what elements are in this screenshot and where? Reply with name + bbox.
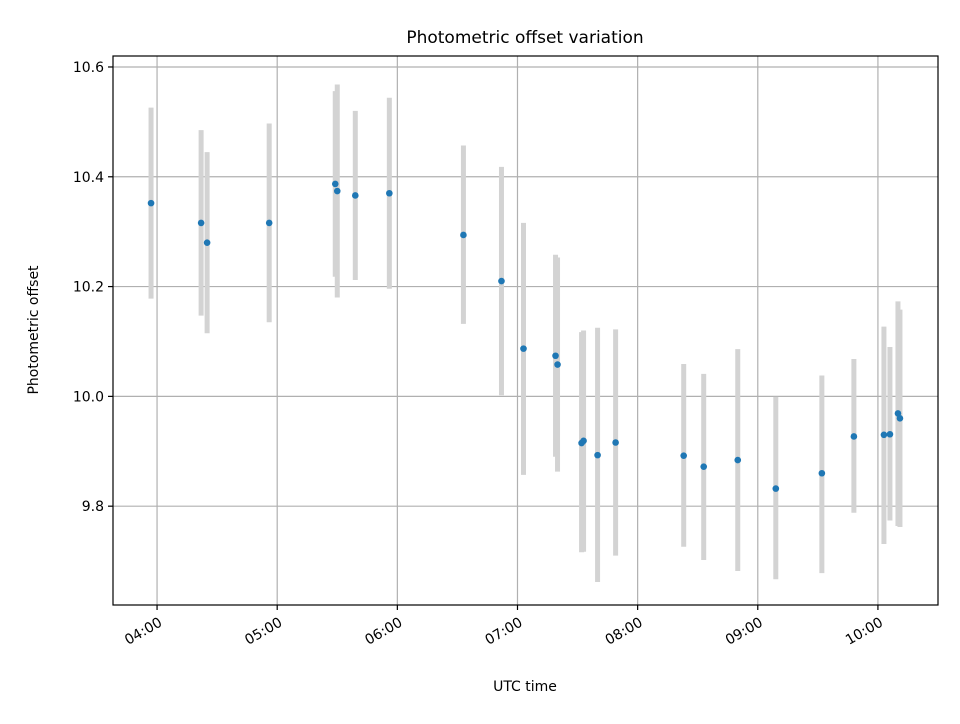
plot-frame xyxy=(112,55,939,606)
data-point xyxy=(580,437,587,445)
data-point xyxy=(460,231,467,239)
y-tick-label: 9.8 xyxy=(82,499,104,515)
data-point xyxy=(265,219,273,227)
y-axis: 9.8 10.0 10.2 10.4 10.6 xyxy=(73,60,113,515)
data-point xyxy=(880,431,888,439)
y-tick-label: 10.2 xyxy=(73,280,104,296)
data-point xyxy=(520,345,527,352)
data-point xyxy=(552,352,559,360)
data-point xyxy=(772,485,780,492)
data-point xyxy=(351,192,359,199)
data-points xyxy=(147,180,904,492)
data-point xyxy=(498,277,505,285)
data-point xyxy=(894,410,902,417)
data-point xyxy=(333,187,341,195)
y-tick-label: 10.4 xyxy=(73,170,104,186)
data-point xyxy=(386,189,393,197)
data-point xyxy=(896,415,904,422)
data-point xyxy=(594,451,601,459)
data-point xyxy=(554,361,561,368)
data-point xyxy=(203,239,211,246)
data-point xyxy=(818,469,826,477)
x-axis-label: UTC time xyxy=(493,679,557,695)
data-point xyxy=(700,463,708,470)
data-point xyxy=(147,199,155,207)
y-axis-label: Photometric offset xyxy=(26,265,42,395)
data-point xyxy=(680,452,687,459)
data-point xyxy=(886,430,894,438)
data-point xyxy=(612,439,619,446)
data-point xyxy=(734,456,742,464)
y-tick-label: 10.6 xyxy=(73,60,104,76)
chart-title: Photometric offset variation xyxy=(406,28,643,48)
data-point xyxy=(197,219,205,227)
data-point xyxy=(850,433,858,440)
y-tick-label: 10.0 xyxy=(73,389,104,405)
data-point xyxy=(331,180,339,188)
